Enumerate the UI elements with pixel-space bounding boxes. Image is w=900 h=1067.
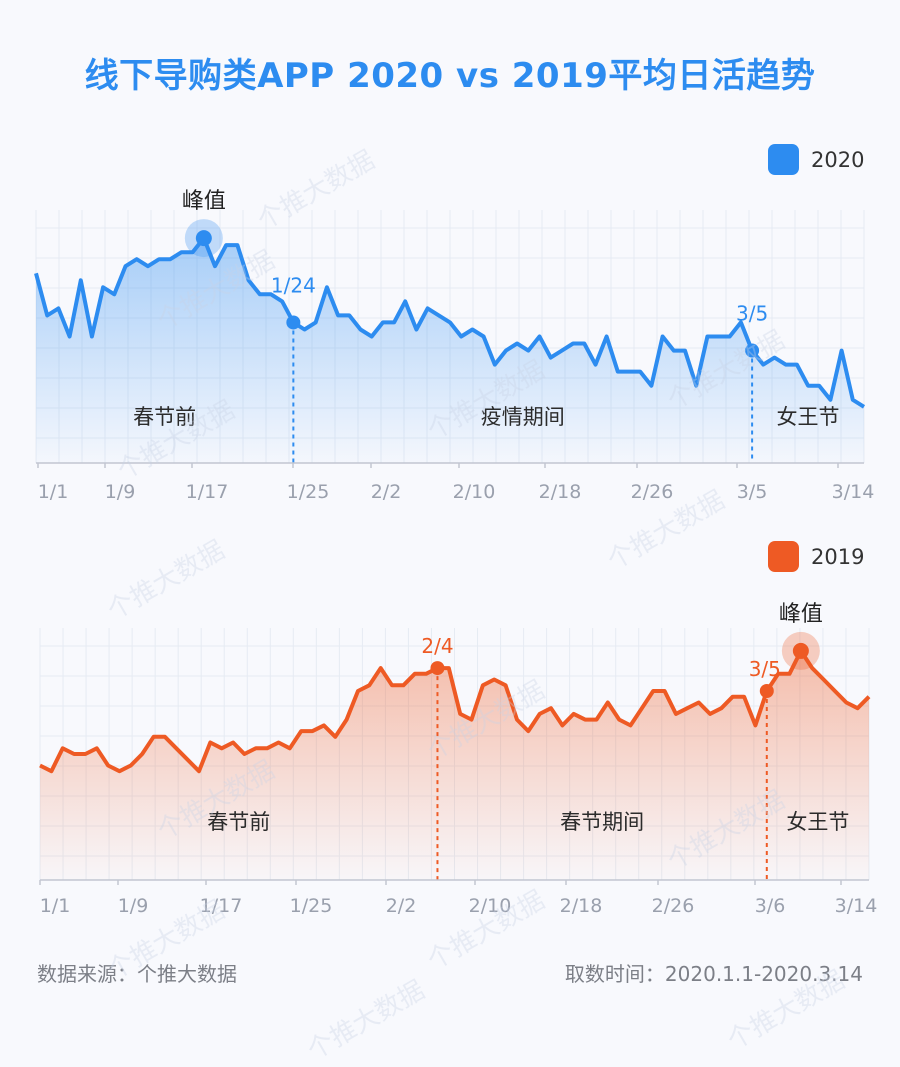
region-label: 女王节 [786,810,849,834]
legend-2020[interactable]: 2020 [768,144,864,175]
marker-label: 2/4 [421,634,453,658]
region-label: 春节前 [207,810,270,834]
marker-dot [430,661,445,676]
area-2019 [40,650,869,880]
x-tick-label: 2/2 [371,481,402,503]
x-tick-label: 1/9 [105,481,136,503]
x-tick-label: 3/14 [835,895,878,917]
peak-dot [792,642,809,659]
x-tick-label: 1/1 [38,481,69,503]
marker-label: 3/5 [749,657,781,681]
chart-2019: 2/4 3/5 峰值 1/1 1/9 1/17 1/25 2/2 2/10 2/18 2/26 3/… [39,541,878,917]
line-2019 [39,648,871,774]
x-tick-label: 1/1 [40,895,71,917]
chart-2020: 峰值 1/24 3/5 1/1 1/9 1/17 1/25 2/2 2/10 2/18 2/26 3… [34,144,874,503]
legend-swatch-2020 [768,144,799,175]
x-tick-label: 1/17 [200,895,243,917]
region-label: 春节期间 [560,810,644,834]
marker-label: 1/24 [271,273,316,297]
peak-label: 峰值 [779,602,823,627]
x-tick-label: 2/2 [386,895,417,917]
x-tick-label: 2/10 [453,481,496,503]
x-tick-label: 1/17 [186,481,229,503]
x-tick-label: 2/26 [631,481,674,503]
area-2020 [36,238,864,463]
legend-label-2019: 2019 [811,545,864,569]
region-label: 春节前 [133,405,196,429]
x-axis-2020: 1/1 1/9 1/17 1/25 2/2 2/10 2/18 2/26 3/5 3/14 春节前 疫… [36,405,874,503]
line-2020 [34,236,866,409]
x-tick-label: 1/9 [118,895,149,917]
x-tick-label: 2/18 [560,895,603,917]
legend-label-2020: 2020 [811,148,864,172]
region-label: 女王节 [777,405,840,429]
marker-dot [759,684,774,698]
legend-swatch-2019 [768,541,799,572]
footer-time: 取数时间：2020.1.1-2020.3.14 [564,962,863,986]
legend-2019[interactable]: 2019 [768,541,864,572]
annotations-2019: 2/4 3/5 峰值 [421,602,823,880]
peak-dot [195,230,212,247]
annotations-2020: 峰值 1/24 3/5 [182,189,768,463]
x-tick-label: 3/5 [737,481,768,503]
page-title: 线下导购类APP 2020 vs 2019平均日活趋势 [84,56,816,96]
x-tick-label: 1/25 [290,895,333,917]
marker-label: 3/5 [736,302,768,326]
marker-dot [745,343,760,358]
x-tick-label: 2/10 [469,895,512,917]
chart-canvas: 峰值 1/24 3/5 1/1 1/9 1/17 1/25 2/2 2/10 2/18 2/26 3… [34,144,878,917]
x-tick-label: 3/6 [755,895,786,917]
x-axis-2019: 1/1 1/9 1/17 1/25 2/2 2/10 2/18 2/26 3/6 3/14 春节前 春… [39,810,878,917]
marker-dot [286,315,301,330]
x-tick-label: 3/14 [832,481,875,503]
footer-source: 数据来源：个推大数据 [37,962,237,986]
peak-label: 峰值 [182,189,226,214]
x-tick-label: 1/25 [287,481,330,503]
x-tick-label: 2/26 [652,895,695,917]
region-label: 疫情期间 [481,405,565,429]
x-tick-label: 2/18 [539,481,582,503]
